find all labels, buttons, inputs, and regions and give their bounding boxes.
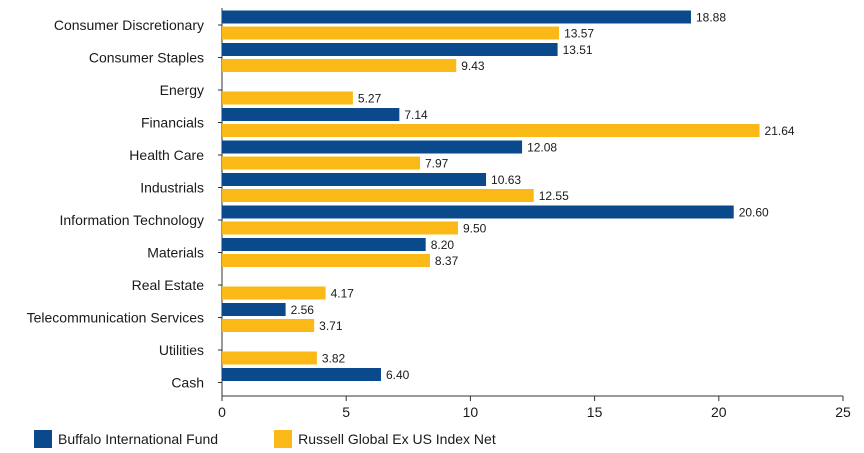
category-label-industrials: Industrials xyxy=(140,180,204,196)
category-label-consumer-staples: Consumer Staples xyxy=(89,50,204,66)
value-label-buffalo-cash: 6.40 xyxy=(386,368,410,382)
value-label-buffalo-industrials: 10.63 xyxy=(491,173,521,187)
bar-russell-telecommunication-services xyxy=(222,319,315,332)
category-label-utilities: Utilities xyxy=(159,342,204,358)
legend-swatch-buffalo xyxy=(34,430,52,448)
category-label-information-technology: Information Technology xyxy=(60,212,205,228)
category-label-energy: Energy xyxy=(160,82,204,98)
legend-item-buffalo-international-fund: Buffalo International Fund xyxy=(34,430,218,448)
value-label-russell-consumer-discretionary: 13.57 xyxy=(564,27,594,41)
value-label-russell-energy: 5.27 xyxy=(358,92,382,106)
category-label-materials: Materials xyxy=(147,245,204,261)
bar-russell-industrials xyxy=(222,189,534,202)
chart-legend: Buffalo International Fund Russell Globa… xyxy=(34,430,496,448)
x-tick-label-10: 10 xyxy=(463,404,479,420)
bar-russell-financials xyxy=(222,124,760,137)
value-label-russell-information-technology: 9.50 xyxy=(463,222,487,236)
value-label-russell-real-estate: 4.17 xyxy=(331,287,355,301)
bar-russell-materials xyxy=(222,254,430,267)
legend-item-russell-global-ex-us: Russell Global Ex US Index Net xyxy=(274,430,496,448)
bar-russell-real-estate xyxy=(222,286,326,300)
bar-russell-consumer-staples xyxy=(222,59,457,72)
category-label-health-care: Health Care xyxy=(129,147,204,163)
bar-russell-health-care xyxy=(222,156,420,170)
bar-russell-utilities xyxy=(222,351,317,365)
value-label-buffalo-financials: 7.14 xyxy=(404,108,428,122)
x-tick-label-0: 0 xyxy=(218,404,226,420)
x-tick-label-5: 5 xyxy=(342,404,350,420)
bar-russell-energy xyxy=(222,91,353,105)
value-label-russell-telecommunication-services: 3.71 xyxy=(319,319,343,333)
bar-buffalo-industrials xyxy=(222,173,487,186)
category-label-financials: Financials xyxy=(141,115,204,131)
value-label-russell-consumer-staples: 9.43 xyxy=(461,59,485,73)
x-tick-label-15: 15 xyxy=(587,404,603,420)
value-label-russell-utilities: 3.82 xyxy=(322,352,346,366)
legend-swatch-russell xyxy=(274,430,293,448)
bar-buffalo-health-care xyxy=(222,140,523,154)
category-label-real-estate: Real Estate xyxy=(132,277,205,293)
value-label-buffalo-telecommunication-services: 2.56 xyxy=(291,303,315,317)
value-label-russell-materials: 8.37 xyxy=(435,254,459,268)
bar-buffalo-consumer-discretionary xyxy=(222,10,691,24)
legend-label-russell: Russell Global Ex US Index Net xyxy=(298,431,496,447)
bar-buffalo-materials xyxy=(222,238,426,251)
bar-buffalo-information-technology xyxy=(222,205,734,219)
category-label-consumer-discretionary: Consumer Discretionary xyxy=(54,17,204,33)
x-tick-label-20: 20 xyxy=(711,404,727,420)
bar-russell-consumer-discretionary xyxy=(222,26,560,40)
category-label-telecommunication-services: Telecommunication Services xyxy=(27,310,204,326)
category-label-cash: Cash xyxy=(171,375,204,391)
value-label-russell-health-care: 7.97 xyxy=(425,157,449,171)
value-label-buffalo-health-care: 12.08 xyxy=(527,141,557,155)
bar-buffalo-financials xyxy=(222,108,400,121)
value-label-buffalo-consumer-staples: 13.51 xyxy=(563,43,593,57)
bar-buffalo-consumer-staples xyxy=(222,43,558,56)
value-label-buffalo-consumer-discretionary: 18.88 xyxy=(696,11,726,25)
bar-russell-information-technology xyxy=(222,221,458,235)
value-label-buffalo-information-technology: 20.60 xyxy=(739,206,769,220)
value-label-russell-industrials: 12.55 xyxy=(539,189,569,203)
x-tick-label-25: 25 xyxy=(835,404,851,420)
bar-buffalo-cash xyxy=(222,368,381,381)
bar-buffalo-telecommunication-services xyxy=(222,303,286,316)
legend-label-buffalo: Buffalo International Fund xyxy=(58,431,219,447)
value-label-buffalo-materials: 8.20 xyxy=(431,238,455,252)
value-label-russell-financials: 21.64 xyxy=(765,124,795,138)
sector-allocation-bar-chart: 0 5 10 15 20 25 Consumer Discretionary 18.88 13.… xyxy=(27,8,851,420)
